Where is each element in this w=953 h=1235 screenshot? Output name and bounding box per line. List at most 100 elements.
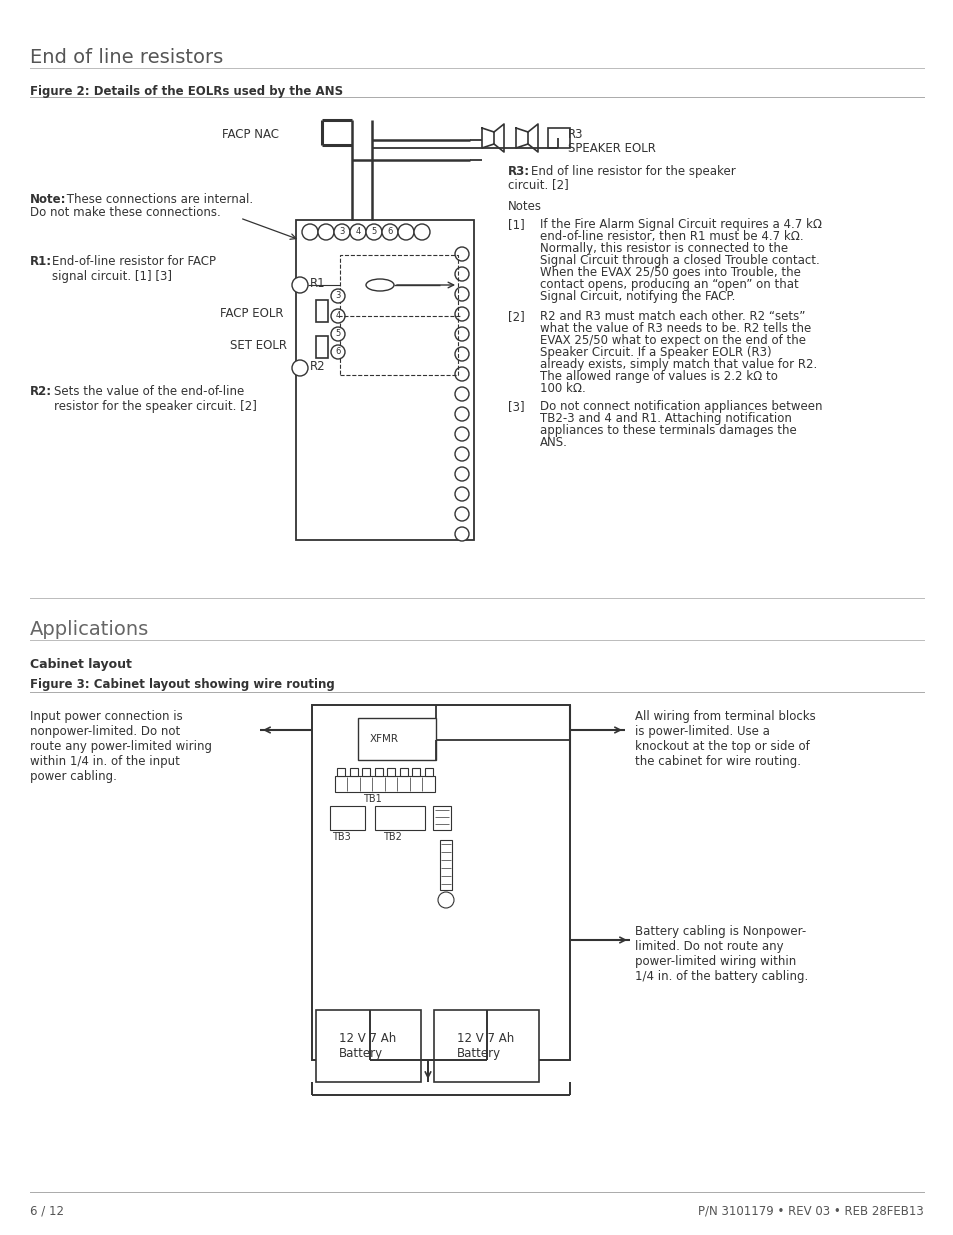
Circle shape [455, 367, 469, 382]
Text: End of line resistors: End of line resistors [30, 48, 223, 67]
Bar [312, 705, 569, 1060]
Bar [387, 768, 395, 776]
Bar [350, 768, 357, 776]
Circle shape [455, 527, 469, 541]
Text: Do not make these connections.: Do not make these connections. [30, 206, 220, 219]
Text: R3:: R3: [507, 165, 530, 178]
Text: 5: 5 [371, 227, 376, 236]
Bar [315, 1010, 420, 1082]
Bar [375, 806, 424, 830]
Circle shape [331, 289, 345, 303]
Text: 6 / 12: 6 / 12 [30, 1205, 64, 1218]
Polygon shape [516, 128, 527, 148]
Text: R3: R3 [567, 128, 583, 141]
Text: SET EOLR: SET EOLR [230, 338, 287, 352]
Text: Signal Circuit, notifying the FACP.: Signal Circuit, notifying the FACP. [539, 290, 735, 303]
Circle shape [455, 267, 469, 282]
Circle shape [397, 224, 414, 240]
Text: end-of-line resistor, then R1 must be 4.7 kΩ.: end-of-line resistor, then R1 must be 4.… [539, 230, 802, 243]
Circle shape [350, 224, 366, 240]
Text: All wiring from terminal blocks
is power-limited. Use a
knockout at the top or s: All wiring from terminal blocks is power… [635, 710, 815, 768]
Text: Normally, this resistor is connected to the: Normally, this resistor is connected to … [539, 242, 787, 254]
Text: FACP EOLR: FACP EOLR [220, 308, 283, 320]
Text: R1:: R1: [30, 254, 52, 268]
Bar [547, 128, 569, 148]
Text: Signal Circuit through a closed Trouble contact.: Signal Circuit through a closed Trouble … [539, 254, 819, 267]
Bar [433, 806, 451, 830]
Text: TB2: TB2 [382, 832, 401, 842]
Bar [339, 254, 457, 375]
Circle shape [334, 224, 350, 240]
Circle shape [455, 287, 469, 301]
Text: Input power connection is
nonpower-limited. Do not
route any power-limited wirin: Input power connection is nonpower-limit… [30, 710, 212, 783]
Text: Figure 2: Details of the EOLRs used by the ANS: Figure 2: Details of the EOLRs used by t… [30, 85, 343, 98]
Bar [424, 768, 433, 776]
Text: [3]: [3] [507, 400, 524, 412]
Circle shape [366, 224, 381, 240]
Text: already exists, simply match that value for R2.: already exists, simply match that value … [539, 358, 817, 370]
Text: TB3: TB3 [332, 832, 351, 842]
Text: 3: 3 [339, 227, 344, 236]
Text: R2:: R2: [30, 385, 52, 398]
Circle shape [292, 277, 308, 293]
Bar [315, 336, 328, 358]
Circle shape [331, 309, 345, 324]
Circle shape [455, 467, 469, 480]
Bar [434, 1010, 538, 1082]
Circle shape [302, 224, 317, 240]
Circle shape [292, 359, 308, 375]
Text: 12 V 7 Ah
Battery: 12 V 7 Ah Battery [456, 1032, 514, 1060]
Text: 100 kΩ.: 100 kΩ. [539, 382, 585, 395]
Text: End-of-line resistor for FACP
signal circuit. [1] [3]: End-of-line resistor for FACP signal cir… [52, 254, 215, 283]
Text: These connections are internal.: These connections are internal. [63, 193, 253, 206]
Text: Speaker Circuit. If a Speaker EOLR (R3): Speaker Circuit. If a Speaker EOLR (R3) [539, 346, 771, 359]
Text: Note:: Note: [30, 193, 67, 206]
Text: Cabinet layout: Cabinet layout [30, 658, 132, 671]
Text: Battery cabling is Nonpower-
limited. Do not route any
power-limited wiring with: Battery cabling is Nonpower- limited. Do… [635, 925, 807, 983]
Circle shape [381, 224, 397, 240]
Text: 6: 6 [387, 227, 393, 236]
Circle shape [414, 224, 430, 240]
Text: R2: R2 [310, 359, 325, 373]
Text: 6: 6 [335, 347, 340, 357]
Text: SPEAKER EOLR: SPEAKER EOLR [567, 142, 655, 156]
Circle shape [455, 487, 469, 501]
Circle shape [455, 387, 469, 401]
Text: R1: R1 [310, 277, 325, 290]
Circle shape [331, 327, 345, 341]
Text: Do not connect notification appliances between: Do not connect notification appliances b… [539, 400, 821, 412]
Circle shape [455, 427, 469, 441]
Text: When the EVAX 25/50 goes into Trouble, the: When the EVAX 25/50 goes into Trouble, t… [539, 266, 800, 279]
Bar [315, 300, 328, 322]
Polygon shape [494, 124, 503, 152]
Bar [439, 840, 452, 890]
Polygon shape [527, 124, 537, 152]
Circle shape [455, 508, 469, 521]
Text: [2]: [2] [507, 310, 524, 324]
Text: Figure 3: Cabinet layout showing wire routing: Figure 3: Cabinet layout showing wire ro… [30, 678, 335, 692]
Text: The allowed range of values is 2.2 kΩ to: The allowed range of values is 2.2 kΩ to [539, 370, 777, 383]
Text: FACP NAC: FACP NAC [222, 128, 278, 141]
Circle shape [317, 224, 334, 240]
Text: 4: 4 [355, 227, 360, 236]
Bar [357, 718, 436, 760]
Circle shape [455, 327, 469, 341]
Bar [412, 768, 420, 776]
Text: appliances to these terminals damages the: appliances to these terminals damages th… [539, 424, 796, 437]
Text: XFMR: XFMR [370, 734, 398, 743]
Text: contact opens, producing an “open” on that: contact opens, producing an “open” on th… [539, 278, 798, 291]
Bar [335, 776, 435, 792]
Circle shape [455, 308, 469, 321]
Text: 12 V 7 Ah
Battery: 12 V 7 Ah Battery [339, 1032, 396, 1060]
Bar [399, 768, 407, 776]
Text: P/N 3101179 • REV 03 • REB 28FEB13: P/N 3101179 • REV 03 • REB 28FEB13 [698, 1205, 923, 1218]
Bar [295, 220, 474, 540]
Text: circuit. [2]: circuit. [2] [507, 178, 568, 191]
Circle shape [331, 345, 345, 359]
Text: 5: 5 [335, 330, 340, 338]
Text: End of line resistor for the speaker: End of line resistor for the speaker [531, 165, 735, 178]
Bar [330, 806, 365, 830]
Text: Applications: Applications [30, 620, 149, 638]
Text: EVAX 25/50 what to expect on the end of the: EVAX 25/50 what to expect on the end of … [539, 333, 805, 347]
Text: TB1: TB1 [363, 794, 381, 804]
